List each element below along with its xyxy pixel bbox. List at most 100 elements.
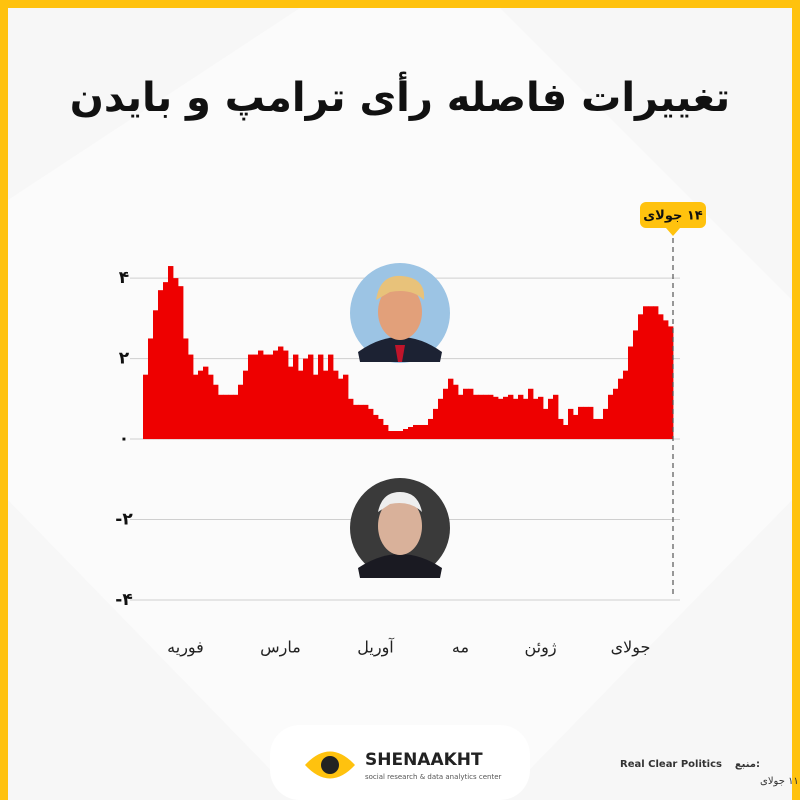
bar	[623, 370, 629, 440]
bar	[258, 350, 264, 440]
bar	[578, 406, 584, 440]
source-label: منبع:	[735, 759, 760, 770]
bar	[183, 338, 189, 440]
bar	[308, 354, 314, 440]
bar	[493, 396, 499, 440]
bar	[573, 414, 579, 440]
annotation-box	[640, 202, 706, 228]
bar	[163, 282, 169, 440]
source: Real Clear Politics	[620, 759, 722, 770]
annotation-pointer	[666, 228, 680, 236]
bar	[143, 374, 149, 440]
bar	[398, 431, 404, 440]
y-tick-label: ۰	[119, 429, 129, 449]
bar	[178, 286, 184, 440]
bar	[358, 404, 364, 440]
bar	[368, 408, 374, 440]
bar	[488, 394, 494, 440]
bar	[558, 418, 564, 440]
bar	[593, 418, 599, 440]
bar	[218, 394, 224, 440]
bar	[313, 374, 319, 440]
bar	[483, 394, 489, 440]
bar	[468, 388, 474, 440]
bar	[413, 424, 419, 440]
bar	[523, 398, 529, 440]
bar	[613, 388, 619, 440]
x-tick-label: ژوئن	[524, 638, 556, 658]
bar	[543, 408, 549, 440]
bar	[333, 370, 339, 440]
bar	[513, 398, 519, 440]
bar	[283, 350, 289, 440]
bar	[293, 354, 299, 440]
bar	[173, 278, 179, 440]
bar	[403, 429, 409, 440]
bar	[323, 370, 329, 440]
bar	[228, 394, 234, 440]
annotation: ۱۴ جولای	[643, 209, 703, 224]
bar	[563, 424, 569, 440]
bar	[548, 398, 554, 440]
bar	[588, 406, 594, 440]
bar	[538, 396, 544, 440]
bar	[628, 346, 634, 440]
bar	[633, 330, 639, 440]
bar	[518, 394, 524, 440]
bar	[328, 354, 334, 440]
bar	[203, 366, 209, 440]
y-tick-label: -۴	[115, 590, 132, 610]
bar	[658, 314, 664, 440]
bar	[463, 388, 469, 440]
bar	[393, 431, 399, 440]
bar	[603, 408, 609, 440]
biden-photo	[350, 478, 450, 578]
bar	[373, 414, 379, 440]
bar	[583, 406, 589, 440]
bar	[503, 396, 509, 440]
tagline: social research & data analytics center	[365, 773, 502, 781]
bar	[458, 394, 464, 440]
x-tick-label: آوریل	[357, 638, 395, 658]
bar	[638, 314, 644, 440]
bar	[433, 408, 439, 440]
bar	[498, 398, 504, 440]
bar	[198, 370, 204, 440]
bar	[153, 310, 159, 440]
bar	[428, 418, 434, 440]
bar	[363, 404, 369, 440]
bar	[408, 426, 414, 440]
bar	[418, 424, 424, 440]
x-tick-label: مه	[452, 638, 469, 657]
x-tick-label: جولای	[611, 638, 651, 658]
brand: SHENAAKHT	[365, 750, 483, 770]
bar	[343, 374, 349, 440]
bar	[448, 378, 454, 440]
bar	[208, 374, 214, 440]
bar	[423, 424, 429, 440]
bar	[473, 394, 479, 440]
bar	[598, 418, 604, 440]
bar	[168, 266, 174, 440]
bar	[653, 306, 659, 440]
y-tick-label: ۲	[119, 349, 130, 369]
bar	[348, 398, 354, 440]
bar	[233, 394, 239, 440]
bar	[158, 290, 164, 440]
x-tick-label: مارس	[260, 638, 301, 658]
trump-photo	[350, 263, 450, 363]
bar	[288, 366, 294, 440]
bar	[318, 354, 324, 440]
bar	[263, 354, 269, 440]
bar	[388, 431, 394, 440]
bar	[568, 408, 574, 440]
chart-title: تغییرات فاصله رأی ترامپ و بایدن	[70, 71, 730, 121]
logo	[305, 751, 355, 779]
bar	[618, 378, 624, 440]
bar	[268, 354, 274, 440]
bar	[668, 326, 674, 440]
y-tick-label: ۴	[119, 268, 129, 288]
bar	[243, 370, 249, 440]
background-pattern	[8, 8, 792, 800]
